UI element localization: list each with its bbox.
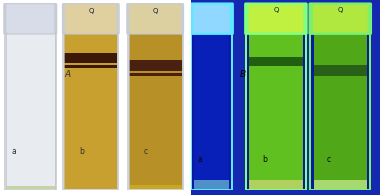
Bar: [314, 180, 367, 189]
Text: c: c: [144, 147, 148, 156]
Text: a: a: [197, 155, 202, 164]
Bar: [249, 32, 302, 189]
Text: Q: Q: [88, 8, 93, 14]
Bar: [129, 60, 182, 71]
Bar: [4, 5, 57, 190]
FancyBboxPatch shape: [189, 3, 234, 35]
Text: B: B: [240, 70, 246, 79]
Bar: [192, 32, 194, 189]
Text: Q: Q: [273, 7, 279, 13]
Text: A: A: [64, 70, 70, 79]
Text: b: b: [263, 155, 268, 164]
Text: c: c: [327, 155, 331, 164]
Bar: [302, 32, 305, 189]
FancyBboxPatch shape: [130, 4, 181, 33]
Bar: [311, 32, 314, 189]
FancyBboxPatch shape: [309, 3, 372, 35]
Bar: [129, 32, 182, 189]
Bar: [64, 53, 117, 63]
Bar: [129, 73, 182, 76]
FancyBboxPatch shape: [62, 3, 120, 35]
Text: b: b: [79, 147, 84, 156]
Bar: [64, 32, 117, 189]
FancyBboxPatch shape: [126, 3, 184, 35]
Bar: [229, 32, 231, 189]
FancyBboxPatch shape: [249, 5, 303, 33]
Bar: [190, 5, 233, 190]
Bar: [194, 180, 229, 189]
Text: Q: Q: [152, 8, 158, 14]
Bar: [249, 180, 302, 189]
Bar: [367, 32, 369, 189]
Bar: [194, 32, 229, 189]
Bar: [314, 32, 367, 189]
FancyBboxPatch shape: [3, 3, 57, 35]
FancyBboxPatch shape: [6, 4, 54, 33]
Bar: [129, 185, 182, 189]
Bar: [247, 32, 249, 189]
FancyBboxPatch shape: [65, 4, 117, 33]
Text: a: a: [11, 147, 16, 156]
FancyBboxPatch shape: [244, 3, 308, 35]
Bar: [245, 5, 307, 190]
Text: Q: Q: [337, 7, 343, 13]
Bar: [309, 5, 372, 190]
FancyBboxPatch shape: [313, 5, 368, 33]
Bar: [6, 186, 55, 189]
Bar: [249, 57, 302, 66]
FancyBboxPatch shape: [193, 5, 230, 33]
Bar: [62, 5, 119, 190]
Bar: [6, 32, 55, 189]
Bar: [127, 5, 184, 190]
Bar: [64, 65, 117, 68]
Bar: [314, 65, 367, 76]
